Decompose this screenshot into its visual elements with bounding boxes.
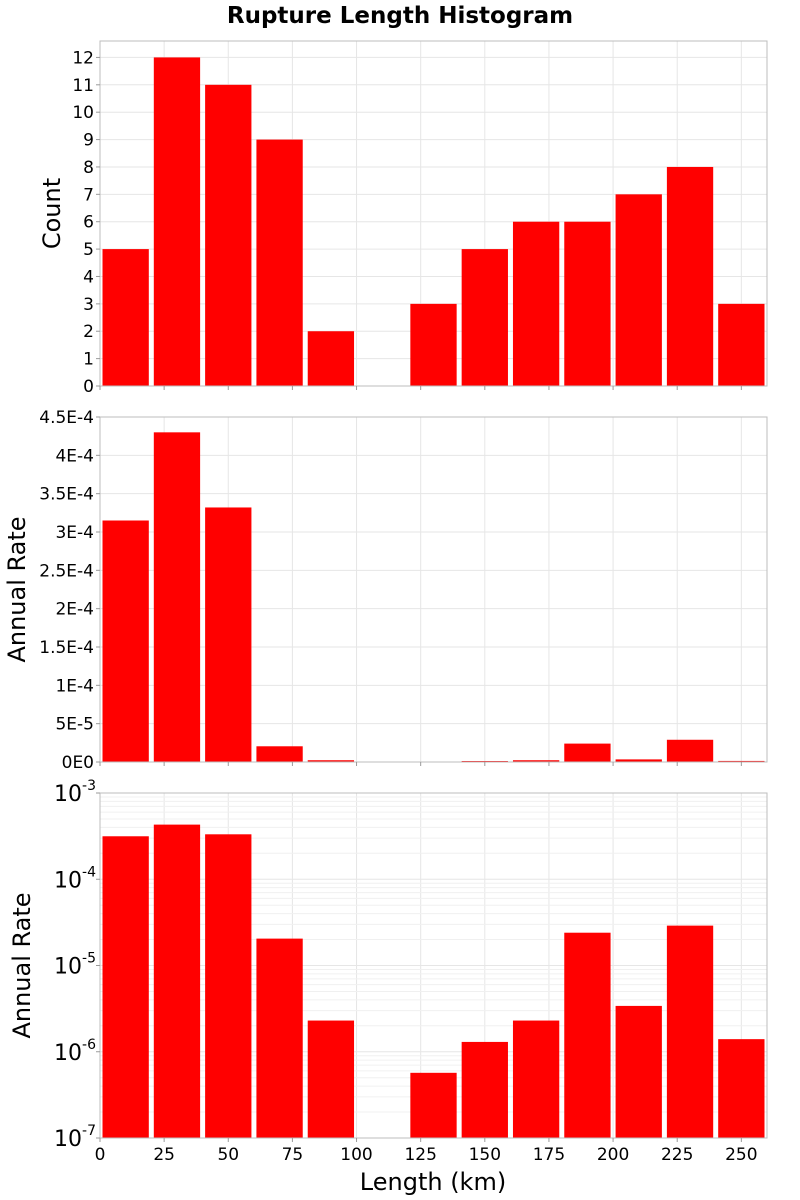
y-tick-label: 4.5E-4 [39,408,94,428]
y-axis-label: Annual Rate [8,892,36,1038]
y-tick-label: 3 [83,295,94,315]
y-tick-label: 1 [83,350,94,370]
bar [153,57,201,387]
y-tick-label: 9 [83,131,94,151]
y-tick-label: 10-3 [54,778,96,807]
bar [205,84,252,387]
y-tick-label: 0 [83,377,94,397]
x-tick-label: 75 [282,1145,304,1165]
bar [512,760,560,762]
bar [718,760,765,762]
y-tick-label: 5E-5 [55,715,94,735]
panel-rate-linear: 0E0 5E-5 1E-4 1.5E-4 2E-4 2.5E-4 3E-4 3.5E-4 4E-… [3,408,768,773]
bar [564,932,611,1138]
y-tick-label: 2 [83,322,94,342]
bar [410,1072,457,1138]
bar [307,760,355,762]
y-tick-label: 2.5E-4 [39,561,94,581]
chart-title: Rupture Length Histogram [227,3,573,29]
bar [307,331,355,386]
bar [615,194,662,386]
x-tick-label: 25 [153,1145,175,1165]
y-tick-label: 4E-4 [55,446,94,466]
x-tick-label: 50 [217,1145,239,1165]
x-tick-label: 150 [469,1145,501,1165]
bar [666,925,714,1138]
x-tick-label: 175 [533,1145,565,1165]
y-tick-label: 8 [83,158,94,178]
x-tick-label: 0 [95,1145,106,1165]
bar [615,1005,662,1138]
y-tick-label: 5 [83,240,94,260]
x-tick-label: 250 [725,1145,757,1165]
y-tick-label: 10-4 [54,864,96,893]
y-tick-label: 7 [83,185,94,205]
bar [564,743,611,762]
chart-panels: 0123456789101112Count0E05E-51E-41.5E-42E… [3,40,768,1165]
y-tick-label: 3E-4 [55,523,94,543]
bar [153,824,201,1138]
x-tick-label: 125 [404,1145,436,1165]
y-tick-label: 1E-4 [55,676,94,696]
plot-frame [99,40,768,387]
bar [256,139,303,386]
y-tick-label: 11 [72,76,94,96]
x-tick-label: 225 [661,1145,693,1165]
bar [205,834,252,1138]
y-tick-label: 12 [72,48,94,68]
x-tick-label: 100 [340,1145,372,1165]
bar [153,432,201,762]
bar [461,1041,508,1138]
bar [102,836,149,1138]
y-tick-label: 4 [83,267,94,287]
bar [512,1020,560,1138]
bar [564,221,611,386]
plot-frame [99,416,768,763]
bar [256,746,303,762]
y-axis-label: Annual Rate [3,516,31,662]
bar [615,759,662,762]
bar [461,249,508,386]
y-tick-label: 0E0 [62,753,94,773]
y-tick-label: 2E-4 [55,600,94,620]
panel-rate-log: 10-7 10-6 10-5 10-4 10-3 Annual Rate 0 25 50 75 10… [8,778,768,1165]
bar [307,1020,355,1138]
bar [410,303,457,386]
y-tick-label: 6 [83,213,94,233]
bar [718,303,765,386]
x-tick-label: 200 [597,1145,629,1165]
y-tick-label: 1.5E-4 [39,638,94,658]
y-tick-label: 10 [72,103,94,123]
y-tick-label: 3.5E-4 [39,485,94,505]
bar [718,1039,765,1138]
bar [256,938,303,1138]
x-axis-label: Length (km) [360,1168,506,1196]
bar [512,221,560,386]
y-tick-label: 10-5 [54,951,96,980]
bar [102,520,149,762]
y-tick-label: 10-7 [54,1123,96,1152]
y-axis-label: Count [38,178,66,249]
bar [205,507,252,762]
bar [666,739,714,762]
bar [666,166,714,386]
bar [102,249,149,386]
y-tick-label: 10-6 [54,1037,96,1066]
